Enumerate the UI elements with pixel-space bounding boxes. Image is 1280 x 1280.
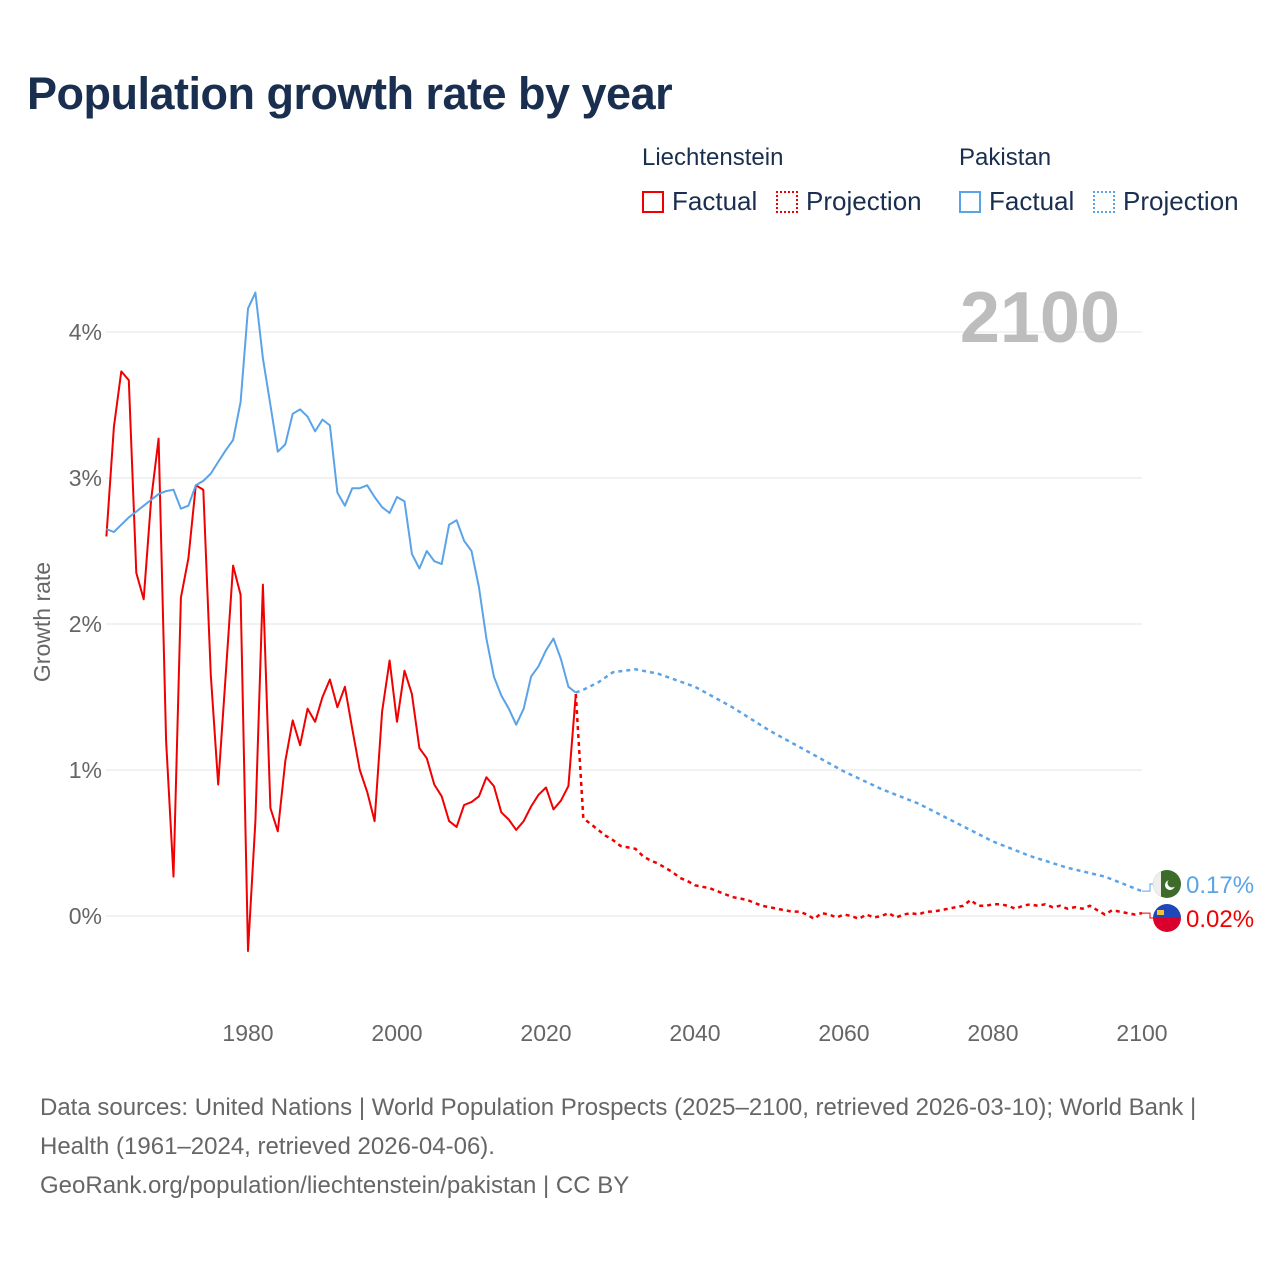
end-connector — [1142, 883, 1154, 892]
y-tick-label: 2% — [69, 611, 102, 637]
source-link[interactable]: GeoRank.org/population/liechtenstein/pak… — [40, 1172, 630, 1199]
x-tick-label: 1980 — [222, 1020, 273, 1046]
x-tick-label: 2000 — [371, 1020, 422, 1046]
end-connector — [1142, 912, 1154, 919]
liechtenstein-factual-line — [105, 370, 577, 952]
y-axis-label: Growth rate — [29, 562, 55, 682]
y-tick-label: 1% — [69, 757, 102, 783]
legend-label: Factual — [989, 186, 1075, 216]
x-tick-label: 2060 — [818, 1020, 869, 1046]
x-tick-label: 2020 — [520, 1020, 571, 1046]
data-sources: Data sources: United Nations | World Pop… — [40, 1094, 1197, 1160]
legend-swatch-solid — [959, 190, 981, 213]
x-tick-label: 2100 — [1116, 1020, 1167, 1046]
legend-group-pakistan: Pakistan — [959, 144, 1052, 171]
legend-label: Projection — [1123, 186, 1239, 216]
legend-label: Factual — [672, 186, 758, 216]
y-tick-label: 0% — [69, 903, 102, 929]
chart-area: 0% 1% 2% 3% 4% 1980 2000 2020 2040 2060 2080 2100 2… — [29, 278, 1254, 1046]
year-label: 2100 — [960, 278, 1120, 358]
footer: Data sources: United Nations | World Pop… — [40, 1088, 1240, 1205]
liechtenstein-flag-icon — [1153, 904, 1181, 932]
legend-swatch-dotted — [776, 190, 798, 213]
pakistan-end-value: 0.17% — [1186, 872, 1254, 899]
legend-swatch-solid — [642, 190, 664, 213]
pakistan-factual-line — [106, 291, 577, 726]
legend-pakistan-factual[interactable]: Factual — [959, 186, 1074, 217]
x-tick-label: 2040 — [669, 1020, 720, 1046]
chart-title: Population growth rate by year — [27, 68, 673, 119]
x-tick-label: 2080 — [967, 1020, 1018, 1046]
y-tick-label: 4% — [69, 319, 102, 345]
pakistan-projection-line — [575, 668, 1143, 893]
liechtenstein-end-value: 0.02% — [1186, 906, 1254, 933]
y-tick-label: 3% — [69, 465, 102, 491]
legend-label: Projection — [806, 186, 922, 216]
pakistan-flag-icon — [1153, 870, 1181, 898]
legend-pakistan-projection[interactable]: Projection — [1093, 186, 1239, 217]
legend-liechtenstein-factual[interactable]: Factual — [642, 186, 757, 217]
legend-group-liechtenstein: Liechtenstein — [642, 144, 784, 171]
legend-swatch-dotted — [1093, 190, 1115, 213]
liechtenstein-projection-line — [574, 694, 1143, 921]
legend-liechtenstein-projection[interactable]: Projection — [776, 186, 922, 217]
